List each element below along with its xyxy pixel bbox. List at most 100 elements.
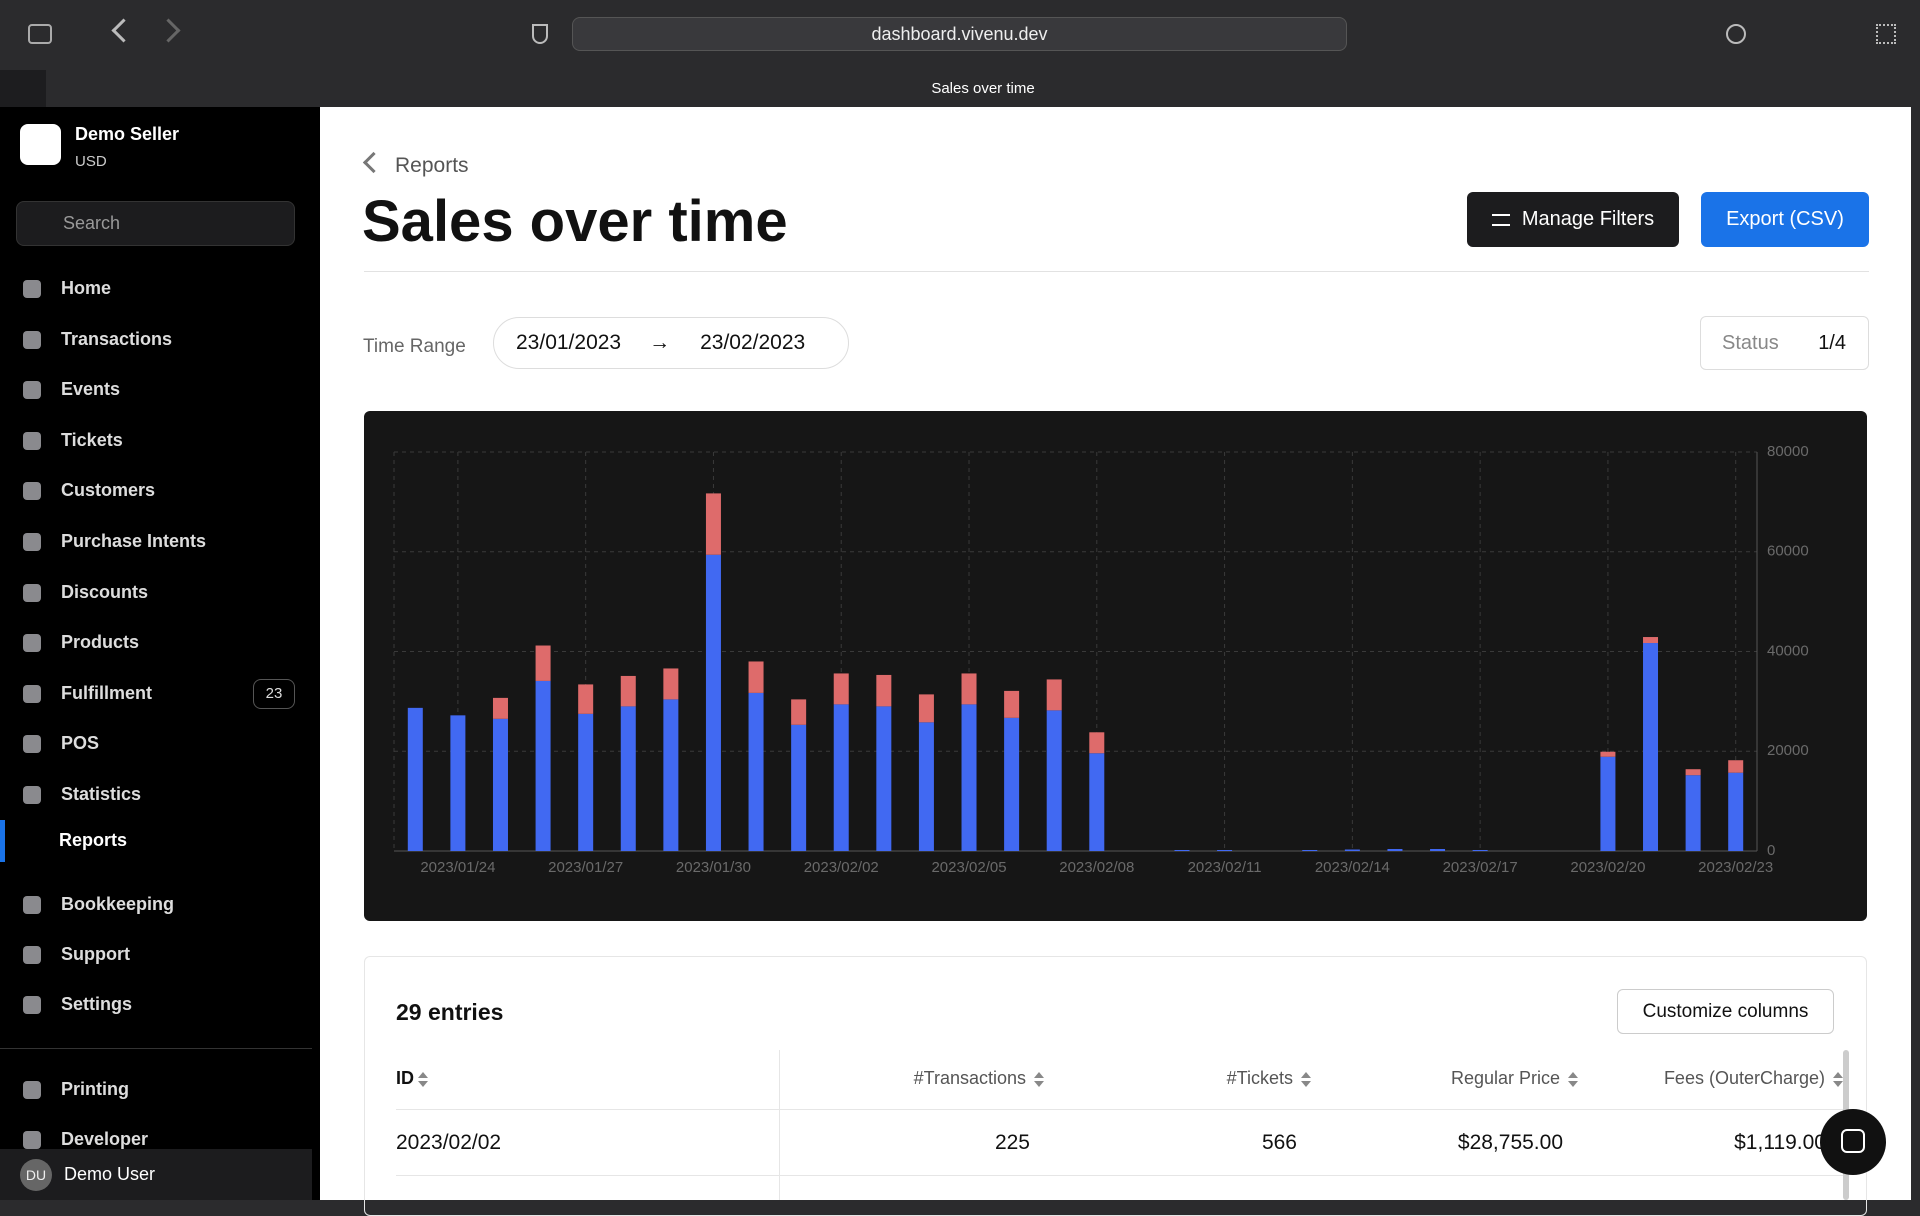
bar-segment	[748, 692, 764, 851]
download-icon[interactable]	[1726, 24, 1746, 44]
bar-segment	[578, 713, 594, 851]
tabs-icon[interactable]	[1876, 24, 1896, 44]
nav-item[interactable]: Bookkeeping	[61, 894, 175, 914]
sort-icon	[1568, 1072, 1578, 1078]
sort-icon	[418, 1072, 428, 1078]
bar-segment	[1472, 850, 1488, 851]
column-header[interactable]: #Transactions	[913, 1068, 1026, 1088]
bar-segment	[578, 684, 594, 714]
url-bar[interactable]: dashboard.vivenu.dev	[572, 17, 1347, 51]
bar-segment	[705, 493, 721, 555]
bar-segment	[791, 699, 807, 725]
table-cell: $28,755.00	[1457, 1131, 1563, 1154]
nav-item[interactable]: Statistics	[61, 784, 142, 804]
nav-item[interactable]: Settings	[61, 994, 133, 1014]
privacy-icon[interactable]	[532, 24, 548, 44]
bar-segment	[663, 668, 679, 700]
table-cell: $1,119.00	[1734, 1131, 1826, 1154]
bar-segment	[1046, 710, 1062, 851]
status-label: Status	[1722, 331, 1779, 354]
sort-icon	[1568, 1081, 1578, 1087]
table-cell: 2023/02/02	[396, 1131, 502, 1154]
sort-icon	[1034, 1081, 1044, 1087]
nav-item[interactable]: Support	[61, 944, 130, 964]
nav-icon	[23, 1131, 41, 1149]
bar-segment	[1089, 753, 1105, 851]
nav-item[interactable]: Printing	[61, 1079, 129, 1099]
y-tick-label: 40000	[1767, 642, 1809, 659]
table-cell: 566	[1261, 1131, 1297, 1154]
chat-icon	[1841, 1129, 1865, 1153]
nav-item[interactable]: Fulfillment	[61, 682, 152, 703]
column-header[interactable]: ID	[396, 1068, 414, 1088]
nav-icon	[23, 786, 41, 804]
column-header[interactable]: #Tickets	[1226, 1068, 1293, 1088]
tab[interactable]: Sales over time	[46, 70, 1920, 107]
x-tick-label: 2023/02/20	[1570, 859, 1645, 876]
nav-item[interactable]: Developer	[61, 1129, 149, 1149]
bar-segment	[705, 554, 721, 851]
nav-item[interactable]: Discounts	[61, 581, 149, 602]
nav-icon	[23, 896, 41, 914]
header-divider	[364, 271, 1869, 272]
nav-item[interactable]: Tickets	[61, 429, 123, 450]
bar-segment	[918, 722, 934, 851]
logo[interactable]	[20, 124, 61, 165]
nav-icon	[23, 634, 41, 653]
nav-item[interactable]: Customers	[61, 480, 156, 501]
nav-icon	[23, 583, 41, 602]
bar-segment	[620, 706, 636, 851]
nav-item[interactable]: Purchase Intents	[61, 531, 207, 551]
nav-icon	[23, 735, 41, 754]
nav-item[interactable]: Transactions	[61, 328, 173, 349]
column-header[interactable]: Regular Price	[1450, 1068, 1560, 1088]
status-filter[interactable]: Status 1/4	[1700, 316, 1869, 370]
bar-segment	[492, 697, 508, 719]
customize-columns-button[interactable]: Customize columns	[1617, 989, 1834, 1034]
nav-badge: 23	[253, 678, 295, 709]
window-edge	[1911, 107, 1920, 1200]
nav-icon	[23, 381, 41, 400]
filter-icon	[1491, 213, 1510, 226]
nav-item[interactable]: Reports	[59, 830, 128, 850]
bar-segment	[1728, 772, 1744, 851]
bar-segment	[1046, 679, 1062, 711]
manage-filters-button[interactable]: Manage Filters	[1467, 192, 1679, 247]
status-value: 1/4	[1818, 331, 1846, 354]
button-label: Customize columns	[1642, 1000, 1809, 1022]
sort-icon	[1833, 1072, 1843, 1078]
export-button[interactable]: Export (CSV)	[1701, 192, 1869, 247]
sidebar-toggle[interactable]	[28, 24, 52, 44]
bar-segment	[1685, 769, 1701, 776]
bar-segment	[535, 680, 551, 851]
end-date: 23/02/2023	[700, 331, 806, 354]
nav-item[interactable]: POS	[61, 733, 100, 754]
sort-icon	[1034, 1072, 1044, 1078]
url-text: dashboard.vivenu.dev	[871, 23, 1048, 44]
column-header[interactable]: Fees (OuterCharge)	[1663, 1068, 1825, 1088]
bar-segment	[1600, 751, 1616, 757]
breadcrumb[interactable]: Reports	[395, 154, 469, 177]
bar-segment	[1174, 850, 1190, 851]
header-row-divider	[396, 1109, 1845, 1110]
nav-icon	[23, 280, 41, 298]
date-range-picker[interactable]: 23/01/2023 → 23/02/2023	[493, 317, 849, 369]
nav-item[interactable]: Events	[61, 379, 121, 400]
bar-segment	[620, 675, 636, 707]
chat-button[interactable]	[1820, 1109, 1886, 1175]
search-box[interactable]: Search	[16, 201, 295, 246]
sort-icon	[1833, 1081, 1843, 1087]
account-name: Demo Seller	[75, 124, 180, 144]
x-tick-label: 2023/01/27	[548, 859, 623, 876]
x-tick-label: 2023/01/30	[676, 859, 751, 876]
sidebar-divider	[0, 1048, 312, 1049]
bar-segment	[1643, 637, 1659, 644]
nav-icon	[23, 684, 41, 703]
bar-segment	[833, 673, 849, 705]
table-cell: 225	[994, 1131, 1030, 1154]
button-label: Manage Filters	[1521, 208, 1655, 230]
nav-item[interactable]: Home	[61, 278, 112, 298]
bar-segment	[791, 724, 807, 851]
nav-item[interactable]: Products	[61, 632, 140, 653]
user-bar[interactable]: DU Demo User	[0, 1149, 312, 1200]
